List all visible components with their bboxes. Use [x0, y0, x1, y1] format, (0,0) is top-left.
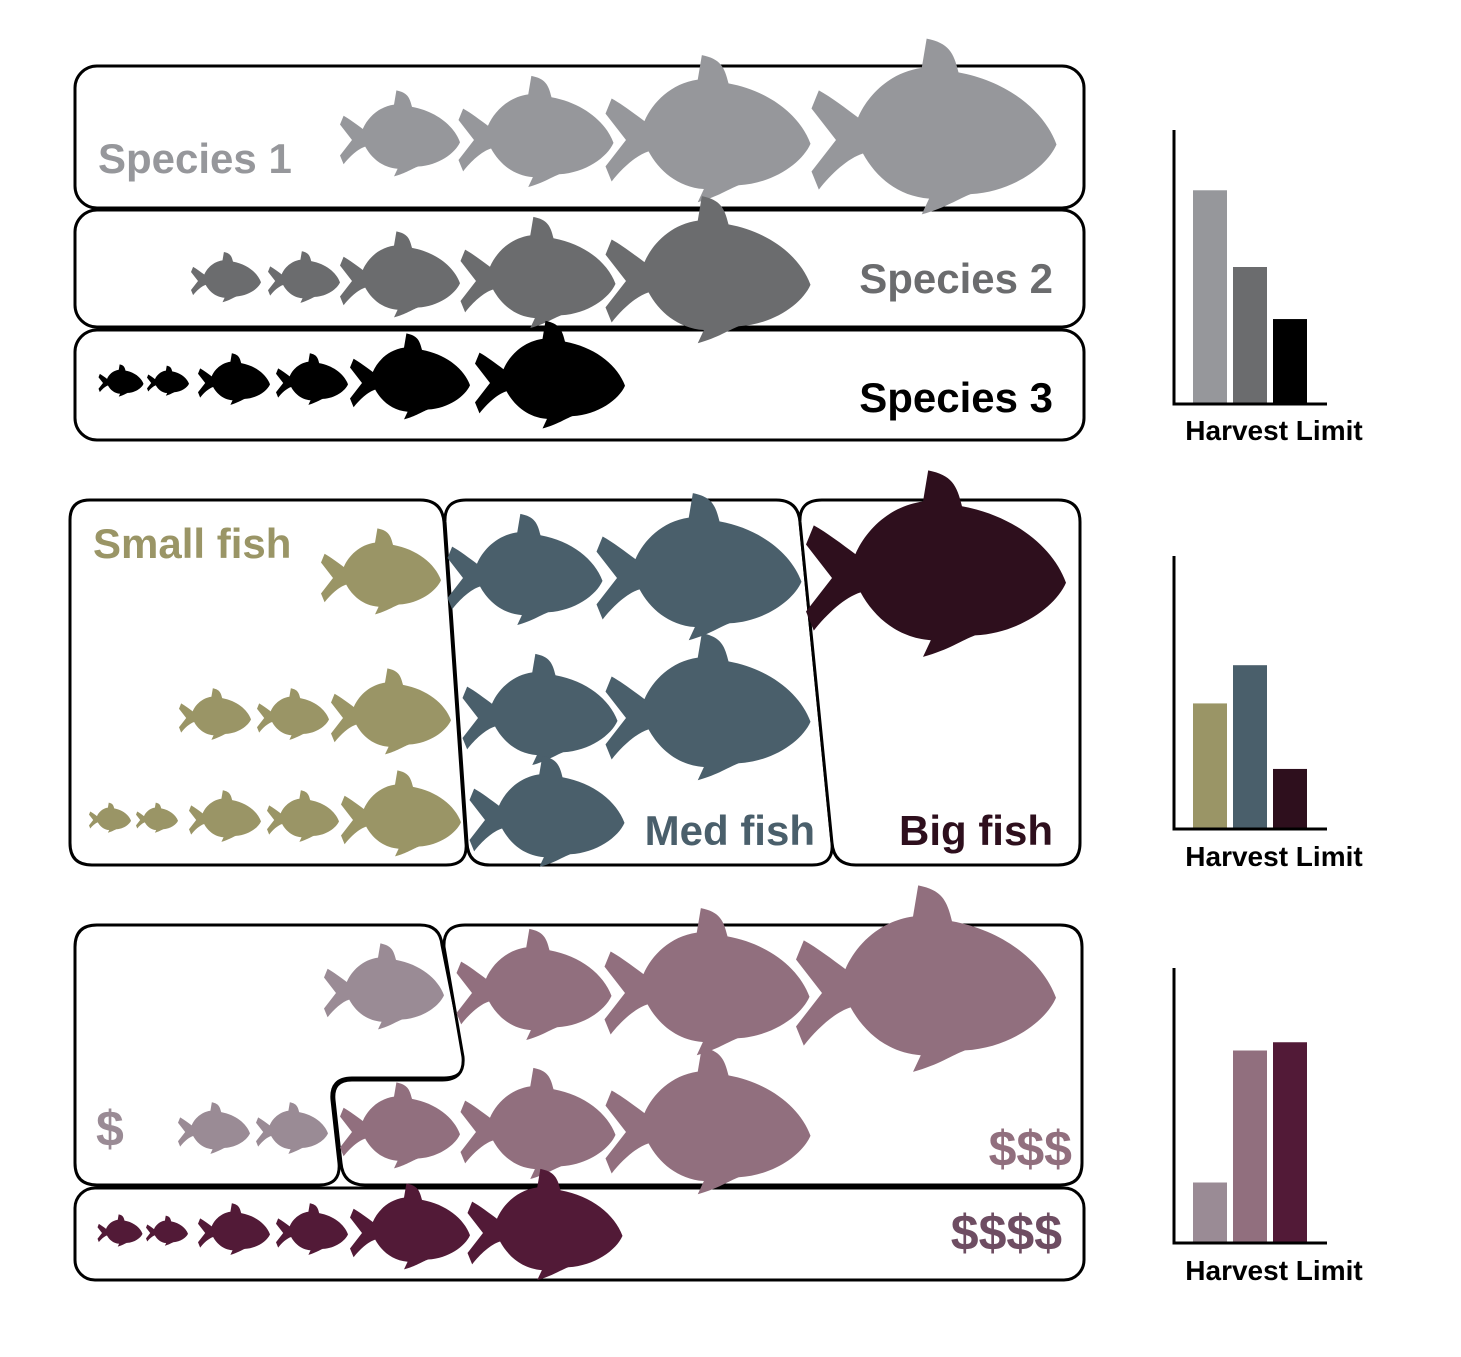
- harvest-limit-chart-size: Harvest Limit: [1172, 556, 1363, 872]
- small-fish-label: Small fish: [93, 520, 291, 567]
- x-axis-label: Harvest Limit: [1185, 841, 1362, 872]
- bar-2: [1233, 267, 1267, 404]
- bar-2: [1233, 1050, 1267, 1243]
- panel-species: Species 1 Species 2 Species 3: [73, 38, 1086, 442]
- bar-1: [1193, 190, 1227, 404]
- x-axis-label: Harvest Limit: [1185, 415, 1362, 446]
- panel-market-value: $ $$$ $$$$: [73, 885, 1086, 1282]
- x-axis-label: Harvest Limit: [1185, 1255, 1362, 1286]
- high-value-label: $$$: [989, 1121, 1073, 1177]
- bar-2: [1233, 665, 1267, 829]
- species-2-label: Species 2: [859, 255, 1053, 302]
- panel-size-classes: Small fish Med fish Big fish: [68, 470, 1082, 868]
- bar-3: [1273, 768, 1307, 829]
- big-fish-label: Big fish: [899, 807, 1053, 854]
- species-1-label: Species 1: [98, 135, 292, 182]
- bar-1: [1193, 1182, 1227, 1243]
- low-value-label: $: [96, 1101, 124, 1157]
- med-fish-label: Med fish: [645, 807, 815, 854]
- bar-3: [1273, 319, 1307, 404]
- premium-value-label: $$$$: [951, 1205, 1062, 1261]
- species-3-label: Species 3: [859, 374, 1053, 421]
- harvest-limit-chart-species: Harvest Limit: [1172, 130, 1363, 446]
- bar-1: [1193, 703, 1227, 829]
- harvest-limit-chart-value: Harvest Limit: [1172, 968, 1363, 1286]
- bar-3: [1273, 1042, 1307, 1243]
